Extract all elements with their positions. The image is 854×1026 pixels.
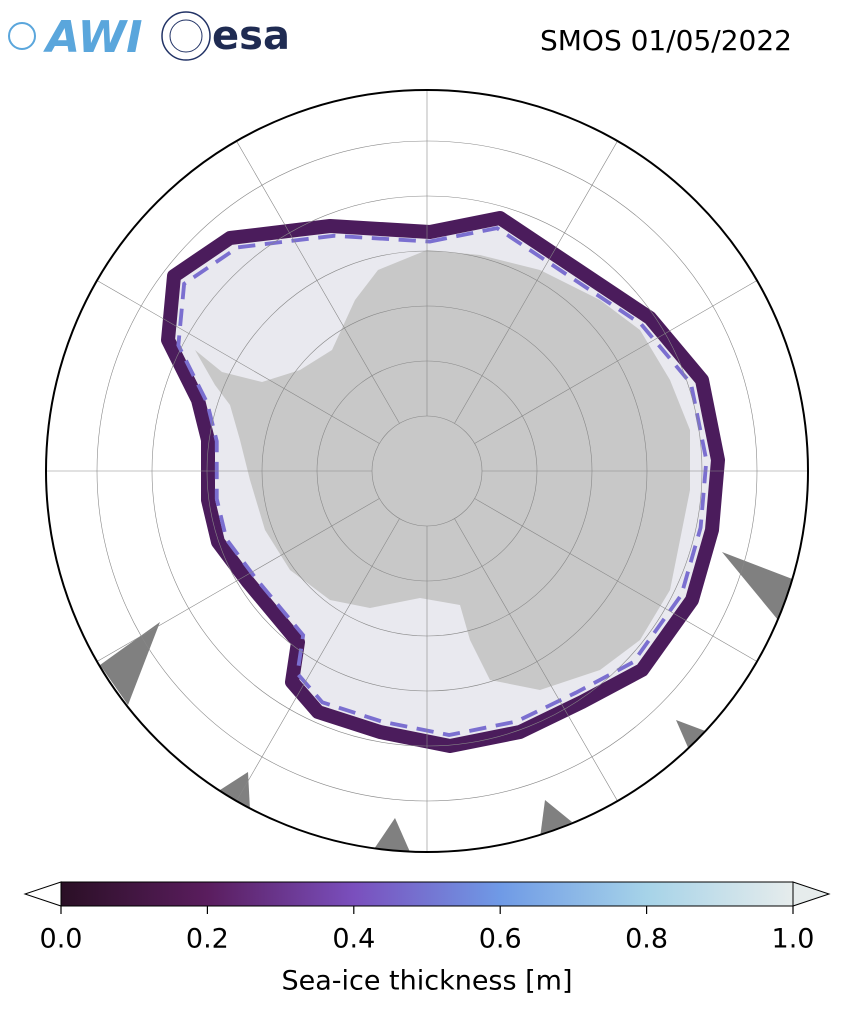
data-gap (220, 772, 250, 810)
map-frame (45, 89, 809, 853)
colorbar-tick-label: 0.2 (186, 924, 229, 955)
logo-text: AWI (43, 12, 143, 63)
colorbar-label: Sea-ice thickness [m] (281, 966, 572, 997)
data-gap (676, 720, 708, 752)
meridian (454, 140, 618, 424)
meridian (96, 498, 380, 662)
land (195, 250, 690, 690)
colorbar-tick-label: 0.6 (479, 924, 522, 955)
colorbar-tick-label: 0.0 (40, 924, 83, 955)
colorbar: 0.0 0.2 0.4 0.6 0.8 1.0 (23, 881, 831, 955)
sea-ice-edge (176, 226, 709, 737)
colorbar-bar (60, 881, 794, 907)
meridian (474, 498, 758, 662)
colorbar-tick-label: 1.0 (772, 924, 815, 955)
meridian (236, 140, 400, 424)
data-gap (722, 552, 795, 620)
colorbar-extend-high (792, 881, 831, 907)
graticule (46, 90, 808, 852)
logo-text: esa (212, 13, 290, 59)
meridian (474, 280, 758, 444)
meridian (96, 280, 380, 444)
colorbar-extend-low (23, 881, 62, 907)
map (46, 90, 808, 852)
data-gap (540, 800, 572, 838)
meridian (454, 518, 618, 802)
meridian (236, 518, 400, 802)
colorbar-tick-label: 0.4 (332, 924, 375, 955)
title: SMOS 01/05/2022 (540, 24, 792, 57)
esa-logo: esa (161, 11, 290, 61)
colorbar-tick-label: 0.8 (625, 924, 668, 955)
data-gap (372, 818, 410, 852)
awi-logo: AWI (8, 12, 143, 63)
